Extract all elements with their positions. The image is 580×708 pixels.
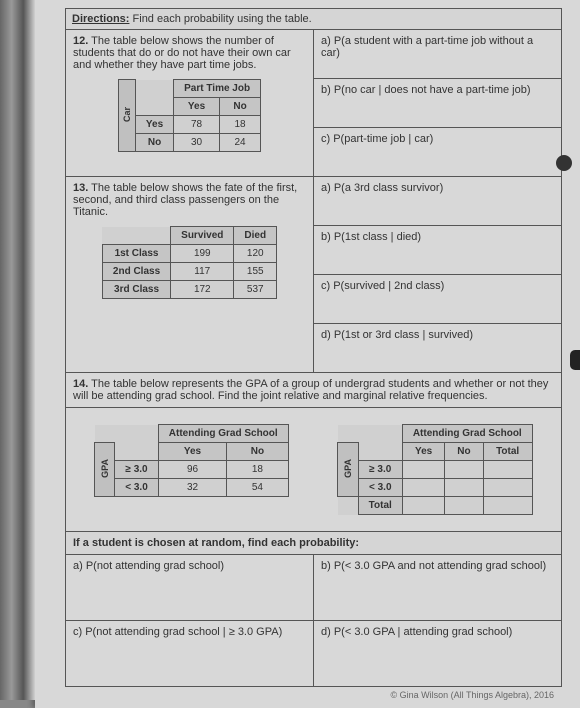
q12-c: c) P(part-time job | car) <box>314 128 561 176</box>
directions-row: Directions: Find each probability using … <box>66 9 561 30</box>
q12-a: a) P(a student with a part-time job with… <box>314 30 561 79</box>
q13-c: c) P(survived | 2nd class) <box>314 275 561 324</box>
q12-b: b) P(no car | does not have a part-time … <box>314 79 561 128</box>
q12-table: CarPart Time Job YesNo Yes7818 No3024 <box>118 79 261 152</box>
directions-label: Directions: <box>72 13 129 25</box>
q13-d: d) P(1st or 3rd class | survived) <box>314 324 561 372</box>
q14-a: a) P(not attending grad school) <box>66 555 314 620</box>
q14-d: d) P(< 3.0 GPA | attending grad school) <box>314 621 561 686</box>
q13-table: SurvivedDied 1st Class199120 2nd Class11… <box>102 226 277 299</box>
directions-text: Find each probability using the table. <box>129 13 311 25</box>
footer-copyright: © Gina Wilson (All Things Algebra), 2016 <box>65 687 562 700</box>
binder-hole <box>556 155 572 171</box>
q12-prompt: 12. The table below shows the number of … <box>66 30 313 165</box>
q14-prompt: 14. The table below represents the GPA o… <box>66 373 561 408</box>
q13-prompt: 13. The table below shows the fate of th… <box>66 177 313 312</box>
q13-a: a) P(a 3rd class survivor) <box>314 177 561 226</box>
q14-table2: Attending Grad School GPAYesNoTotal ≥ 3.… <box>337 424 533 515</box>
q14-b: b) P(< 3.0 GPA and not attending grad sc… <box>314 555 561 620</box>
page-tab <box>570 350 580 370</box>
q14-table1: Attending Grad School GPAYesNo ≥ 3.09618… <box>94 424 288 497</box>
q14-c: c) P(not attending grad school | ≥ 3.0 G… <box>66 621 314 686</box>
q13-b: b) P(1st class | died) <box>314 226 561 275</box>
q14-prob-header: If a student is chosen at random, find e… <box>66 532 561 555</box>
